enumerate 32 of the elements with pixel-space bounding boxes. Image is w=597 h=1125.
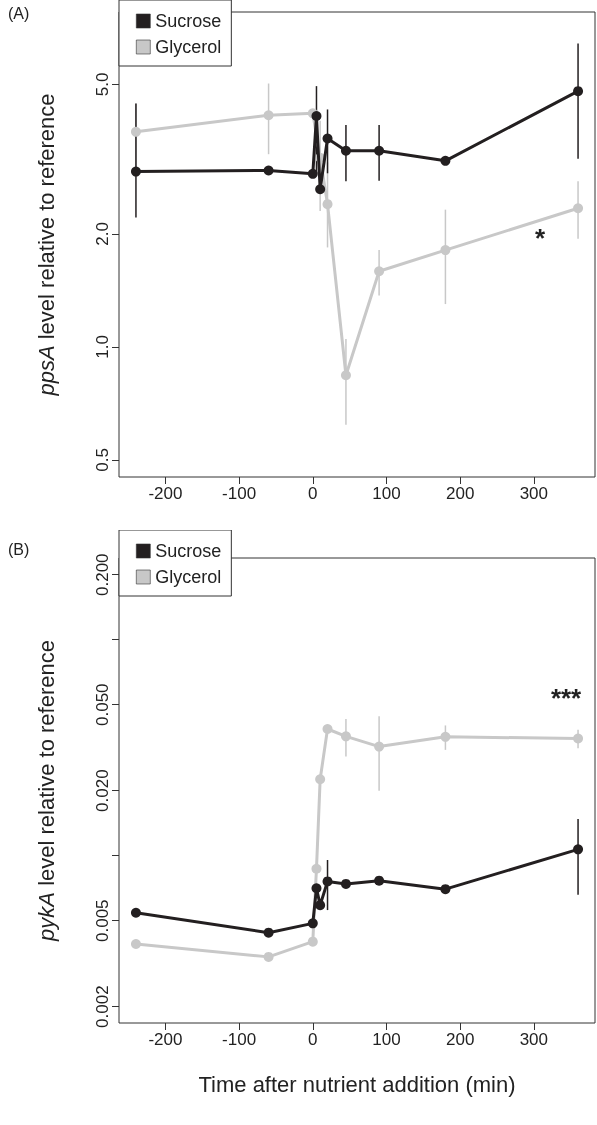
x-tick-label: 300	[519, 1030, 549, 1049]
chart-title: (A)	[8, 4, 30, 22]
legend-label: Glycerol	[155, 567, 222, 587]
annotation: ***	[550, 683, 583, 714]
x-axis-title: Time after nutrient addition (min)	[198, 1071, 516, 1097]
x-tick-label: -200	[148, 484, 183, 503]
y-tick-label: 0.050	[93, 683, 112, 727]
y-tick-label: 0.200	[93, 553, 112, 596]
y-tick-label: 0.005	[93, 899, 112, 942]
y-tick-label: 0.5	[93, 448, 112, 472]
x-tick-label: 100	[372, 1030, 401, 1049]
legend-label: Sucrose	[155, 541, 222, 561]
y-tick-label: 5.0	[93, 72, 112, 97]
y-tick-label: 1.0	[93, 335, 112, 359]
x-tick-label: -100	[222, 484, 257, 503]
legend-label: Glycerol	[155, 37, 222, 57]
x-tick-label: 200	[445, 484, 475, 503]
x-tick-label: 100	[372, 484, 401, 503]
annotation: *	[534, 223, 546, 254]
x-tick-label: -100	[222, 1030, 257, 1049]
legend-label: Sucrose	[155, 11, 222, 31]
x-tick-label: 200	[445, 1030, 475, 1049]
x-tick-label: 300	[519, 484, 549, 503]
y-tick-label: 0.020	[93, 769, 112, 812]
y-axis-title: pykA level relative to reference	[33, 640, 59, 942]
x-tick-label: 0	[308, 1030, 318, 1049]
y-tick-label: 0.002	[93, 985, 112, 1028]
chart-title: (B)	[8, 540, 30, 558]
x-tick-label: 0	[308, 484, 318, 503]
y-axis-title: ppsA level relative to reference	[33, 93, 59, 397]
x-tick-label: -200	[148, 1030, 183, 1049]
y-tick-label: 2.0	[93, 222, 112, 246]
